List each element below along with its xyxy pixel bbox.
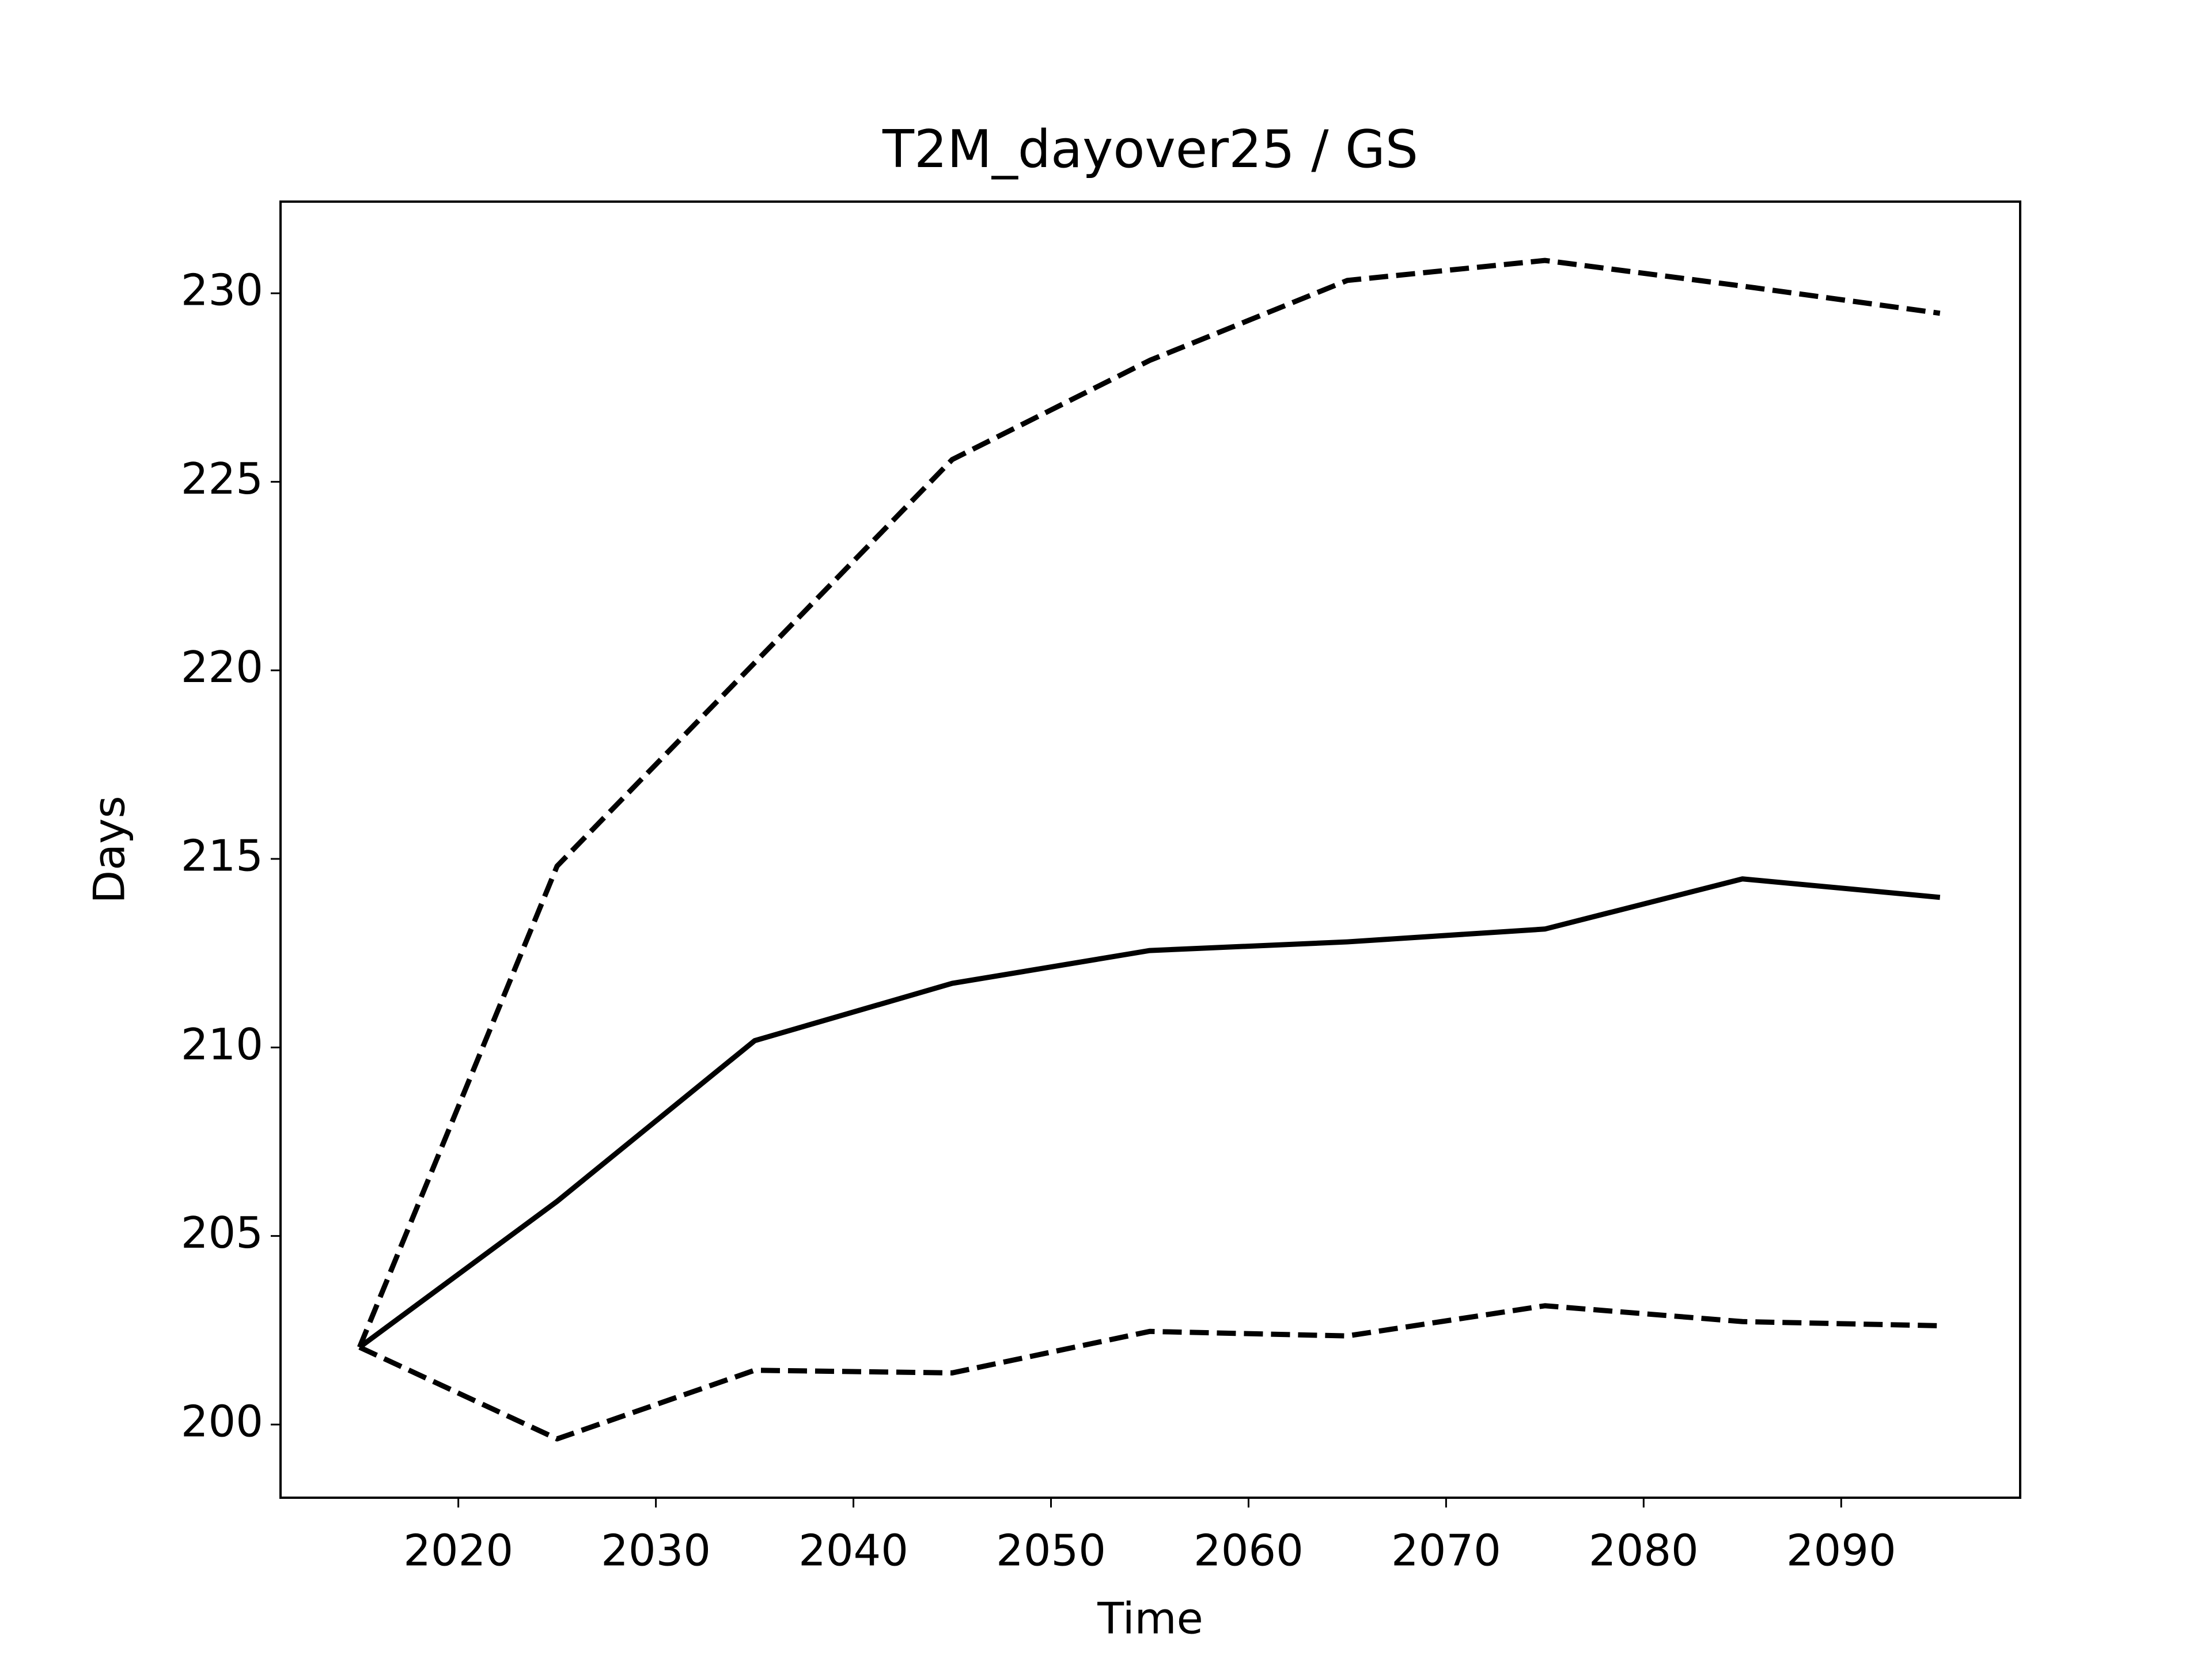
- x-tick-label: 2080: [1589, 1525, 1699, 1576]
- x-tick-label: 2040: [798, 1525, 908, 1576]
- x-tick-label: 2070: [1391, 1525, 1501, 1576]
- line-series: [358, 1303, 1940, 1442]
- y-tick-label: 215: [181, 831, 263, 881]
- x-tick-label: 2090: [1786, 1525, 1896, 1576]
- chart-title: T2M_dayover25 / GS: [882, 119, 1418, 180]
- y-tick-label: 225: [181, 453, 263, 504]
- y-axis-label: Days: [84, 796, 135, 903]
- x-tick-label: 2020: [403, 1525, 513, 1576]
- x-tick-label: 2030: [601, 1525, 711, 1576]
- y-tick-label: 210: [181, 1019, 263, 1070]
- plot-frame: [279, 200, 2021, 1499]
- y-tick-label: 205: [181, 1207, 263, 1258]
- line-series: [357, 257, 1941, 1349]
- x-tick-label: 2060: [1194, 1525, 1304, 1576]
- y-tick-label: 220: [181, 642, 263, 692]
- x-tick-label: 2050: [996, 1525, 1106, 1576]
- line-series: [358, 876, 1941, 1350]
- x-axis-label: Time: [1097, 1593, 1203, 1644]
- y-tick-label: 230: [181, 265, 263, 316]
- y-tick-label: 200: [181, 1396, 263, 1446]
